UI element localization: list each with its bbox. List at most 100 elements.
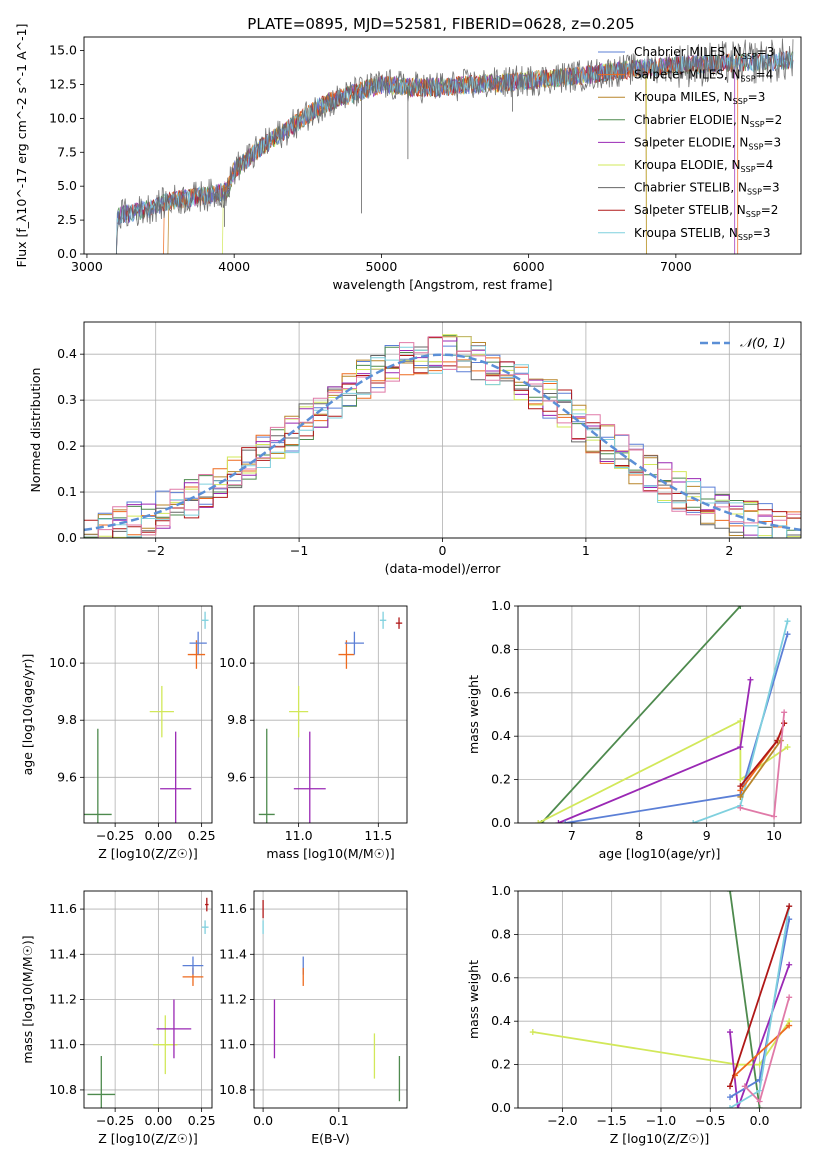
axes-frame: [83, 36, 802, 255]
x-tick-label: 0.25: [188, 828, 216, 843]
weight_vs_age-panel: 7 8 9 10 0.0 0.2 0.4 0.6 0.8 1.0 age [log10(age/yr…: [466, 598, 802, 861]
x-tick-label: 0.00: [144, 828, 172, 843]
spectrum-legend: Chabrier MILES, NSSP=3 Salpeter MILES, NS…: [598, 45, 782, 242]
x-tick-label: 7: [568, 828, 576, 843]
x-tick-label: 11.5: [364, 828, 392, 843]
series-point-pink: [756, 1098, 763, 1105]
mass_vs_ebv-panel: 0.0 0.1 10.8 11.0 11.2 11.4 11.6 E(B-V): [219, 890, 408, 1146]
y-tick-label: 1.0: [491, 883, 511, 898]
x-axis-label: E(B-V): [311, 1131, 350, 1146]
x-tick-label: 0.25: [188, 1113, 216, 1128]
series-point-chabrier_miles: [727, 1094, 734, 1101]
errorbar-points: [262, 900, 401, 1102]
x-tick-label: 0.00: [144, 1113, 172, 1128]
y-tick-label: 10.8: [219, 1082, 247, 1097]
series-point-pink: [741, 1083, 748, 1090]
mass_vs_Z-panel: −0.25 0.00 0.25 10.8 11.0 11.2 11.4 11.6 Z [log1…: [20, 890, 216, 1146]
series-point-kroupa_elodie: [784, 744, 791, 751]
y-tick-label: 0.0: [491, 1100, 511, 1115]
x-axis-label: age [log10(age/yr)]: [599, 846, 721, 861]
spectrum-panel: 3000 4000 5000 6000 7000 0.0 2.5 5.0 7.5 10.0 12.5…: [14, 24, 802, 292]
y-tick-label: 11.2: [49, 992, 77, 1007]
y-tick-label: 11.4: [219, 946, 247, 961]
series-line-kroupa_miles: [739, 739, 782, 798]
series-point-pink: [781, 709, 788, 716]
axes-frame: [83, 890, 213, 1109]
series-point-salpeter_elodie: [737, 744, 744, 751]
y-tick-label: 10.0: [219, 655, 247, 670]
series-point-kroupa_elodie: [737, 718, 744, 725]
y-tick-label: 9.8: [227, 712, 247, 727]
y-tick-label: 9.8: [57, 712, 77, 727]
y-tick-label: 0.3: [57, 392, 77, 407]
y-tick-label: 0.6: [491, 970, 511, 985]
series-point-salpeter_elodie: [727, 1029, 734, 1036]
axes-frame: [253, 605, 408, 824]
y-tick-label: 0.4: [491, 1013, 511, 1028]
axes-frame: [517, 605, 802, 824]
series-point-chabrier_miles: [784, 631, 791, 638]
x-axis-label: Z [log10(Z/Z☉)]: [98, 1131, 198, 1146]
y-tick-label: 11.6: [49, 901, 77, 916]
legend-entry: Salpeter MILES, NSSP=4: [634, 68, 773, 84]
axes-frame: [517, 890, 802, 1109]
series-point-salpeter_elodie: [734, 1105, 741, 1108]
x-tick-label: 3000: [71, 259, 103, 274]
y-tick-label: 0.6: [491, 685, 511, 700]
x-tick-label: −1.5: [596, 1113, 626, 1128]
series-point-chabrier_elodie: [756, 1105, 763, 1108]
legend-entry: Chabrier STELIB, NSSP=3: [634, 181, 780, 197]
series-point-pink: [786, 994, 793, 1001]
series-line-salpeter_stelib: [729, 905, 791, 1087]
legend-entry: Kroupa MILES, NSSP=3: [634, 90, 765, 106]
series-point-salpeter_miles: [786, 1022, 793, 1029]
x-tick-label: −0.25: [96, 828, 134, 843]
x-tick-label: 11.0: [285, 828, 313, 843]
legend-entry: Chabrier MILES, NSSP=3: [634, 45, 774, 61]
x-tick-label: 10: [766, 828, 782, 843]
x-tick-label: −1.0: [646, 1113, 676, 1128]
y-tick-label: 11.4: [49, 946, 77, 961]
x-tick-label: 6000: [513, 259, 545, 274]
series-line-salpeter_miles: [734, 1024, 790, 1077]
y-tick-label: 9.6: [227, 769, 247, 784]
x-tick-label: 8: [635, 828, 643, 843]
x-tick-label: −0.25: [96, 1113, 134, 1128]
y-tick-label: 0.0: [491, 815, 511, 830]
series-line-chabrier_elodie: [540, 606, 742, 823]
series-point-chabrier_elodie: [737, 606, 744, 609]
series-line-kroupa_elodie: [532, 1020, 790, 1066]
series-line-chabrier_elodie: [729, 891, 761, 1108]
x-axis-label: mass [log10(M/M☉)]: [266, 846, 394, 861]
y-tick-label: 7.5: [57, 144, 77, 159]
x-tick-label: −1: [290, 543, 308, 558]
x-tick-label: −2.0: [547, 1113, 577, 1128]
x-tick-label: 0.0: [253, 1113, 273, 1128]
histogram-pink: [84, 336, 801, 538]
y-tick-label: 11.0: [219, 1037, 247, 1052]
series-point-pink: [771, 813, 778, 820]
axes-frame: [83, 605, 213, 824]
y-axis-label: Normed distribution: [28, 368, 43, 493]
x-tick-label: 1: [582, 543, 590, 558]
legend-entry: Salpeter ELODIE, NSSP=3: [634, 135, 781, 151]
y-tick-label: 1.0: [491, 598, 511, 613]
x-tick-label: 5000: [365, 259, 397, 274]
y-tick-label: 5.0: [57, 178, 77, 193]
axes-frame: [83, 321, 802, 539]
series-point-kroupa_miles: [737, 793, 744, 800]
residuals-panel: −2 −1 0 1 2 0.0 0.1 0.2 0.3 0.4 (data-model)/error…: [28, 321, 802, 576]
figure-title: PLATE=0895, MJD=52581, FIBERID=0628, z=0…: [247, 15, 634, 33]
y-tick-label: 2.5: [57, 212, 77, 227]
y-tick-label: 0.1: [57, 484, 77, 499]
series-point-chabrier_miles: [562, 820, 569, 823]
x-tick-label: 0.1: [329, 1113, 349, 1128]
x-axis-label: Z [log10(Z/Z☉)]: [610, 1131, 710, 1146]
series-point-kroupa_stelib: [690, 820, 697, 823]
series-point-pink: [737, 804, 744, 811]
series-point-salpeter_stelib: [727, 1083, 734, 1090]
y-tick-label: 0.2: [57, 438, 77, 453]
y-tick-label: 10.0: [49, 110, 77, 125]
age_vs_mass-panel: 11.0 11.5 9.6 9.8 10.0 mass [log10(M/M☉)]: [219, 605, 408, 861]
